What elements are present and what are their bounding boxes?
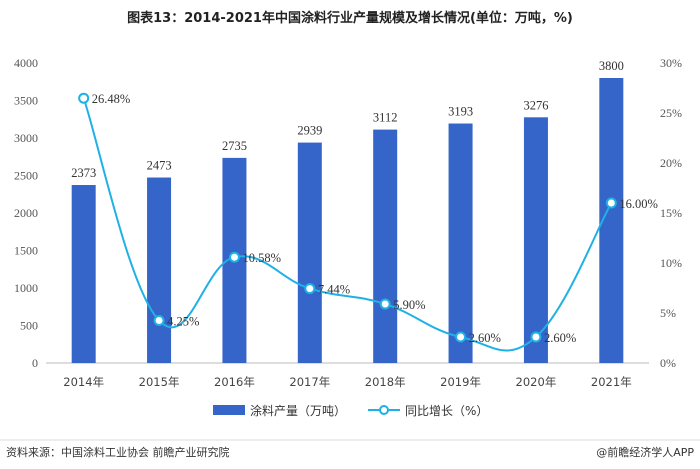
y-right-tick-label: 30% [660,56,682,70]
footer-source: 资料来源：中国涂料工业协会 前瞻产业研究院 [6,445,230,459]
bar-value-label: 2939 [297,124,322,138]
y-right-axis: 0% 5% 10% 15% 20% 25% 30% [660,56,682,370]
x-tick-label: 2021年 [591,375,632,389]
legend-bar-label: 涂料产量（万吨） [250,403,346,418]
bar-value-label: 3800 [599,59,624,73]
bar [71,185,96,363]
y-right-tick-label: 5% [660,306,676,320]
growth-value-label: 7.44% [318,283,350,297]
y-left-tick-label: 3500 [14,94,38,108]
bar [373,129,398,363]
bar [448,123,473,364]
growth-value-label: 10.58% [242,251,281,265]
y-right-tick-label: 0% [660,356,676,370]
x-tick-label: 2016年 [214,375,255,389]
line-labels: 26.48% 4.25% 10.58% 7.44% 5.90% 2.60% 2.60% 16.… [92,92,658,345]
bar [147,177,172,363]
legend-bar-swatch [213,405,245,415]
chart-title: 图表13：2014-2021年中国涂料行业产量规模及增长情况(单位：万吨，%) [127,10,573,26]
growth-value-label: 26.48% [92,92,131,106]
bar-value-label: 3112 [373,111,398,125]
y-right-tick-label: 20% [660,156,682,170]
growth-value-label: 2.60% [544,331,576,345]
y-left-tick-label: 3000 [14,131,38,145]
y-left-tick-label: 500 [20,319,38,333]
growth-point [228,251,240,263]
x-tick-label: 2020年 [516,375,557,389]
y-right-tick-label: 10% [660,256,682,270]
x-tick-label: 2015年 [139,375,180,389]
growth-point [379,298,391,310]
x-tick-label: 2018年 [365,375,406,389]
growth-point [78,92,90,104]
legend-line-label: 同比增长（%） [405,404,488,418]
y-left-tick-label: 1500 [14,244,38,258]
growth-value-label: 4.25% [167,315,199,329]
growth-point [153,315,165,326]
y-left-tick-label: 1000 [14,281,38,295]
legend-line-marker [379,405,389,415]
growth-point [455,331,467,343]
y-right-tick-label: 15% [660,206,682,220]
growth-value-label: 16.00% [619,197,658,211]
legend: 涂料产量（万吨） 同比增长（%） [213,403,488,418]
y-left-tick-label: 4000 [14,56,38,70]
y-left-tick-label: 0 [32,356,38,370]
footer-brand: @前瞻经济学人APP [596,445,694,459]
bar-value-label: 2473 [147,159,172,173]
bar-value-label: 3276 [523,98,548,112]
y-left-axis: 0 500 1000 1500 2000 2500 3000 3500 4000 [14,56,38,370]
bar-value-label: 2735 [222,139,247,153]
growth-point [530,331,542,343]
growth-point [304,283,316,295]
y-left-tick-label: 2000 [14,206,38,220]
y-left-tick-label: 2500 [14,169,38,183]
x-tick-label: 2019年 [440,375,481,389]
x-axis: 2014年 2015年 2016年 2017年 2018年 2019年 2020年 2021年 [63,375,631,389]
bar-value-label: 3193 [448,105,473,119]
bar-value-label: 2373 [71,166,96,180]
line-series [78,92,617,352]
bar-series [71,78,624,364]
bar [297,142,322,363]
bar-labels: 2373 2473 2735 2939 3112 3193 3276 3800 [71,59,624,180]
x-tick-label: 2017年 [289,375,330,389]
bar [523,117,548,363]
x-tick-label: 2014年 [63,375,104,389]
y-right-tick-label: 25% [660,106,682,120]
growth-value-label: 5.90% [393,298,425,312]
growth-value-label: 2.60% [469,331,501,345]
growth-point [605,197,617,209]
